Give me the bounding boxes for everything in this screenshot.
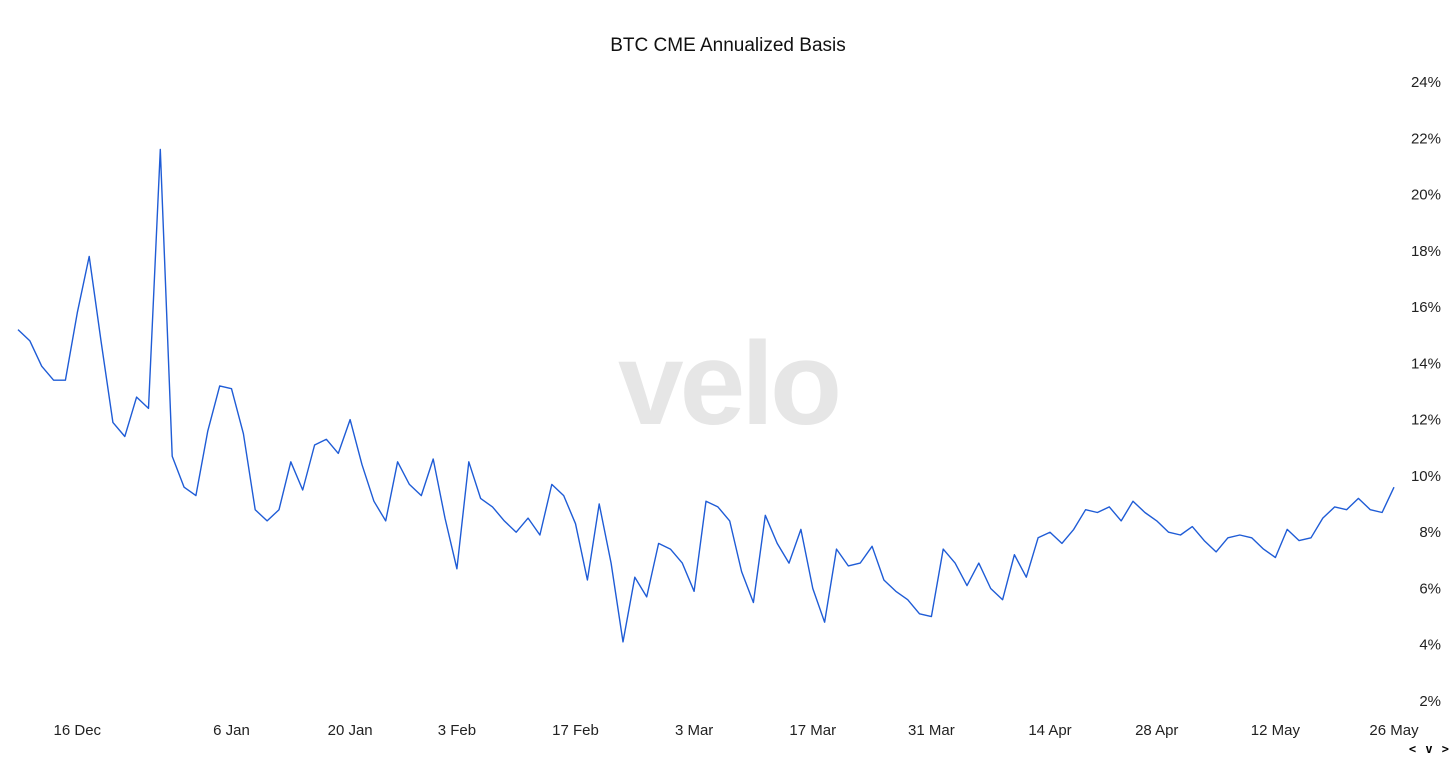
y-tick-label: 22%: [1411, 130, 1441, 147]
y-tick-label: 10%: [1411, 468, 1441, 485]
x-tick-label: 17 Mar: [789, 722, 836, 739]
y-tick-label: 8%: [1419, 524, 1441, 541]
chart-navigation-arrows[interactable]: < v >: [1408, 742, 1450, 756]
x-tick-label: 6 Jan: [213, 722, 250, 739]
chart-title: BTC CME Annualized Basis: [610, 35, 846, 56]
velo-watermark-logo: velo: [618, 318, 838, 450]
x-tick-label: 3 Feb: [438, 722, 476, 739]
x-axis: 16 Dec 6 Jan 20 Jan 3 Feb 17 Feb 3 Mar 17 Mar 3…: [54, 722, 1420, 739]
y-tick-label: 12%: [1411, 412, 1441, 429]
x-tick-label: 26 May: [1369, 722, 1419, 739]
x-tick-label: 31 Mar: [908, 722, 955, 739]
y-tick-label: 24%: [1411, 74, 1441, 91]
y-tick-label: 18%: [1411, 243, 1441, 260]
x-tick-label: 20 Jan: [328, 722, 373, 739]
y-tick-label: 16%: [1411, 299, 1441, 316]
y-tick-label: 14%: [1411, 355, 1441, 372]
y-tick-label: 20%: [1411, 187, 1441, 204]
y-axis: 24% 22% 20% 18% 16% 14% 12% 10% 8% 6% 4% 2%: [1411, 74, 1441, 710]
x-tick-label: 14 Apr: [1028, 722, 1071, 739]
series-line: [17, 148, 1395, 643]
y-tick-label: 6%: [1419, 580, 1441, 597]
x-tick-label: 12 May: [1251, 722, 1301, 739]
y-tick-label: 4%: [1419, 637, 1441, 654]
x-tick-label: 28 Apr: [1135, 722, 1178, 739]
x-tick-label: 3 Mar: [675, 722, 713, 739]
x-tick-label: 17 Feb: [552, 722, 599, 739]
y-tick-label: 2%: [1419, 693, 1441, 710]
x-tick-label: 16 Dec: [54, 722, 102, 739]
